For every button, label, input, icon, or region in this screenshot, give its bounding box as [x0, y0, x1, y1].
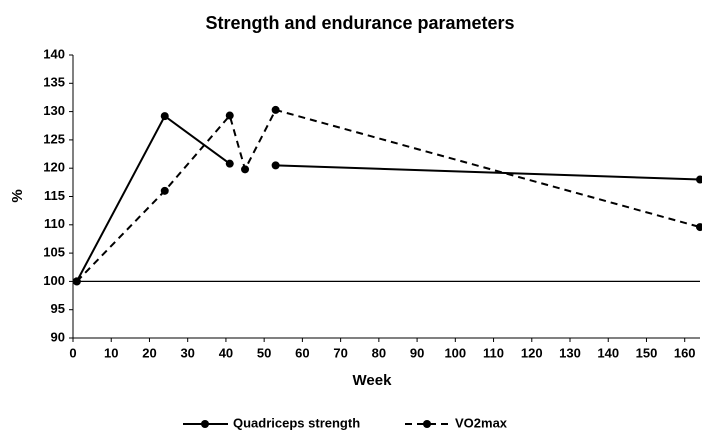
data-point	[225, 111, 234, 120]
x-tick-label: 0	[69, 345, 76, 360]
series-line	[76, 108, 701, 283]
y-tick-label: 115	[44, 188, 65, 203]
x-tick-label: 130	[559, 345, 581, 360]
x-tick-label: 110	[483, 345, 504, 360]
x-tick-label: 50	[257, 345, 271, 360]
y-tick-label: 100	[43, 273, 65, 288]
x-tick-label: 40	[219, 345, 233, 360]
y-tick-label: 120	[43, 160, 65, 175]
y-tick-label: 135	[43, 75, 65, 90]
x-tick-label: 30	[180, 345, 194, 360]
x-tick-label: 80	[372, 345, 386, 360]
y-tick-label: 105	[43, 245, 65, 260]
legend-label: VO2max	[455, 415, 508, 430]
x-tick-label: 10	[104, 345, 118, 360]
y-tick-label: 90	[51, 329, 65, 344]
legend-marker	[201, 420, 209, 428]
x-tick-label: 140	[597, 345, 619, 360]
x-tick-label: 70	[333, 345, 347, 360]
data-point	[271, 105, 280, 114]
x-axis-label: Week	[353, 372, 393, 389]
y-tick-label: 125	[43, 131, 65, 146]
data-point	[72, 277, 81, 286]
legend-marker	[423, 420, 431, 428]
series-line	[75, 114, 701, 282]
data-point	[696, 223, 702, 232]
y-axis-label: %	[9, 189, 26, 202]
data-point	[160, 186, 169, 195]
data-point	[160, 112, 169, 121]
x-tick-label: 90	[410, 345, 424, 360]
legend-label: Quadriceps strength	[233, 415, 360, 430]
y-tick-label: 95	[51, 301, 65, 316]
x-tick-label: 20	[142, 345, 156, 360]
y-tick-label: 140	[43, 46, 65, 61]
data-point	[241, 165, 250, 174]
x-tick-label: 150	[636, 345, 658, 360]
y-tick-label: 130	[43, 103, 65, 118]
data-point	[225, 159, 234, 168]
data-point	[271, 161, 280, 170]
x-tick-label: 100	[444, 345, 466, 360]
x-tick-label: 60	[295, 345, 309, 360]
y-tick-label: 110	[44, 216, 65, 231]
chart-title: Strength and endurance parameters	[205, 13, 514, 33]
data-point	[696, 175, 702, 184]
x-tick-label: 120	[521, 345, 543, 360]
x-tick-label: 160	[674, 345, 696, 360]
